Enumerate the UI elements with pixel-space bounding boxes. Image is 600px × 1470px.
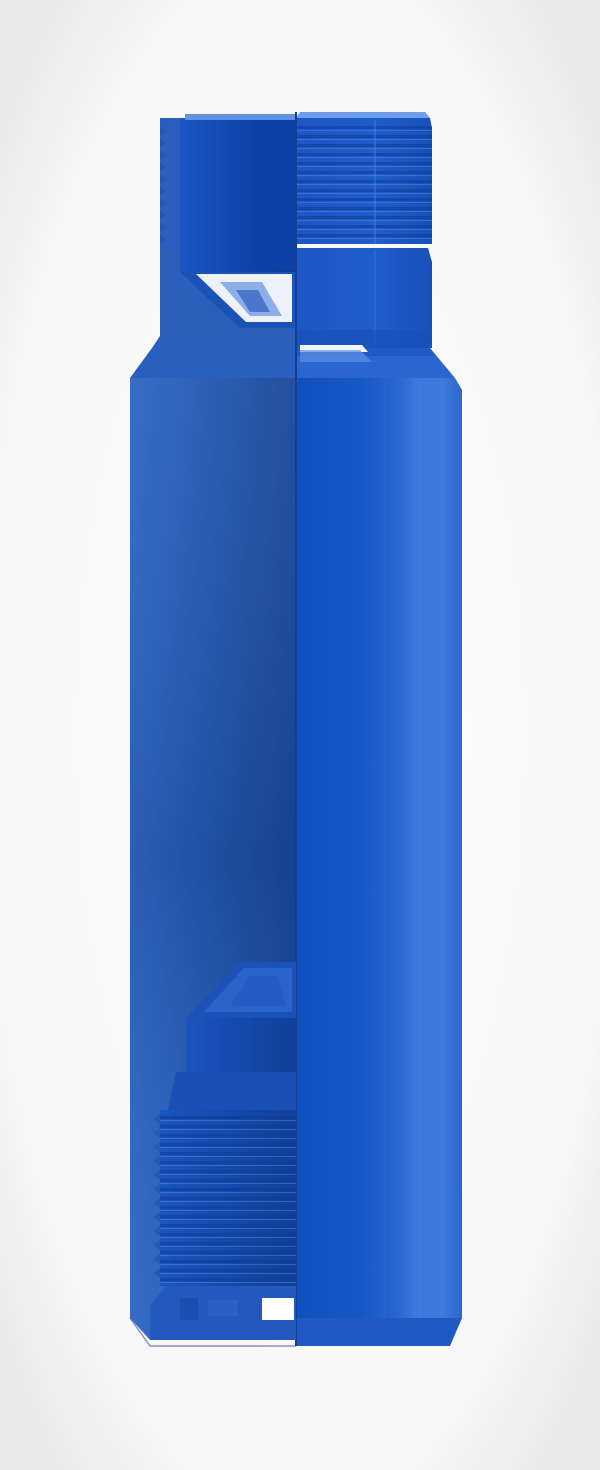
upper-bore-section: [160, 114, 296, 328]
bore-reflection: [300, 350, 372, 362]
outer-body: [296, 348, 462, 1346]
upper-box-thread: [296, 112, 432, 244]
bottom-edge-shadow: [129, 1317, 296, 1347]
upper-neck: [296, 248, 432, 348]
lower-pin-section: [150, 962, 296, 1340]
